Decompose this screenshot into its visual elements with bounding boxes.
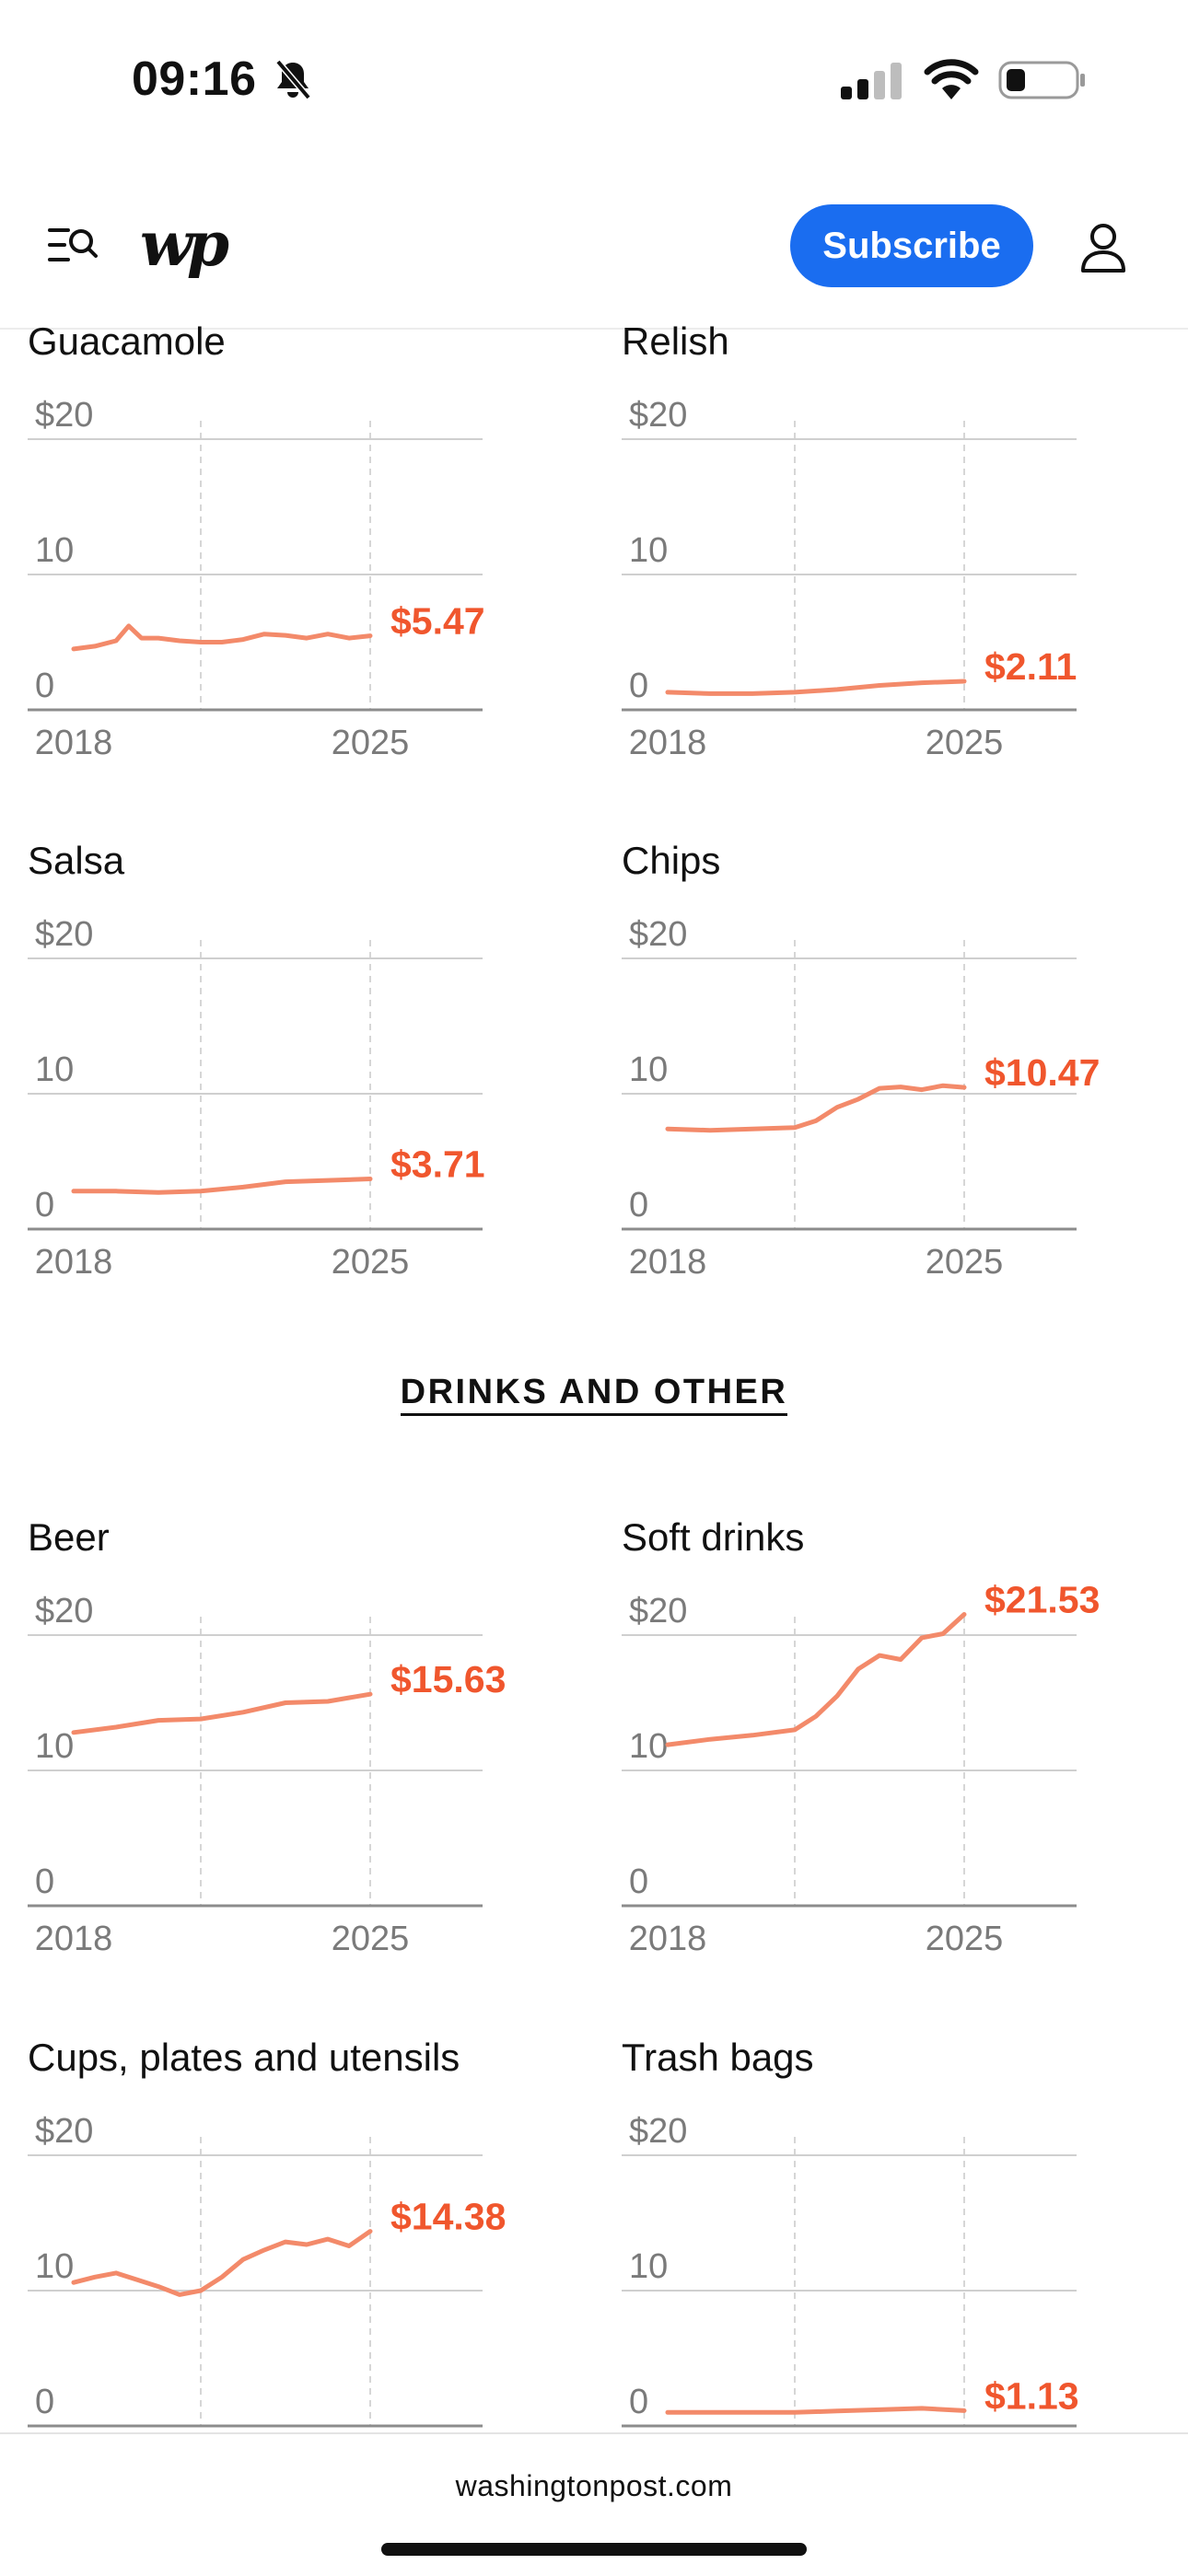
end-value-label: $2.11 <box>984 645 1077 688</box>
y-tick-label: $20 <box>629 1592 687 1630</box>
wifi-icon <box>924 59 979 99</box>
y-tick-label: 10 <box>629 2247 668 2286</box>
end-value-label: $15.63 <box>390 1658 506 1700</box>
chart-title: Cups, plates and utensils <box>28 2036 460 2079</box>
chart-title: Beer <box>28 1515 110 1559</box>
chart-relish: Relish $20 10 0 2018 2025 $2.11 <box>594 319 1183 780</box>
chart-guacamole: Guacamole $20 10 0 2018 2025 $5.47 <box>0 319 589 780</box>
y-tick-label: $20 <box>629 915 687 954</box>
price-line-cups-plates-and-utensils <box>71 2229 373 2297</box>
y-tick-label: $20 <box>629 396 687 435</box>
chart-title: Salsa <box>28 839 125 882</box>
y-tick-label: 10 <box>629 531 668 570</box>
chart-plot-guacamole: $20 10 0 2018 2025 $5.47 <box>28 396 485 762</box>
x-tick-label: 2018 <box>35 1920 113 1958</box>
y-tick-label: 10 <box>35 531 74 570</box>
chart-plot-chips: $20 10 0 2018 2025 $10.47 <box>622 915 1100 1282</box>
chart-cups-plates-utensils: Cups, plates and utensils$2010020182025$… <box>0 2036 589 2432</box>
y-tick-label: 0 <box>35 1862 54 1901</box>
chart-plot-beer: $20 10 0 2018 2025 $15.63 <box>28 1592 506 1958</box>
section-title-text: DRINKS AND OTHER <box>400 1373 788 1416</box>
chart-title: Relish <box>622 319 729 363</box>
y-tick-label: 10 <box>35 1727 74 1766</box>
end-value-label: $14.38 <box>390 2196 506 2238</box>
end-value-label: $10.47 <box>984 1051 1100 1094</box>
x-tick-label: 2025 <box>926 1243 1004 1282</box>
x-tick-label: 2025 <box>332 724 410 762</box>
chart-beer: Beer $20 10 0 2018 2025 $15.63 <box>0 1515 589 1976</box>
chart-chips: Chips $20 10 0 2018 2025 $10.47 <box>594 839 1183 1299</box>
price-line-trash-bags <box>665 2406 967 2415</box>
chart-title: Soft drinks <box>622 1515 805 1559</box>
chart-title: Guacamole <box>28 319 226 363</box>
subscribe-button[interactable]: Subscribe <box>790 204 1033 287</box>
y-tick-label: 10 <box>35 2247 74 2286</box>
y-tick-label: $20 <box>35 396 93 435</box>
chart-plot-salsa: $20 10 0 2018 2025 $3.71 <box>28 915 485 1282</box>
y-tick-label: 0 <box>629 2383 648 2421</box>
x-tick-label: 2018 <box>629 1920 707 1958</box>
battery-icon <box>998 61 1085 99</box>
chart-title: Chips <box>622 839 721 882</box>
price-line-beer <box>71 1691 373 1735</box>
y-tick-label: 10 <box>629 1727 668 1766</box>
status-time: 09:16 <box>132 52 257 106</box>
washington-post-logo[interactable]: wp <box>140 208 229 280</box>
y-tick-label: $20 <box>35 915 93 954</box>
end-value-label: $21.53 <box>984 1579 1100 1621</box>
x-tick-label: 2025 <box>332 1243 410 1282</box>
y-tick-label: $20 <box>629 2112 687 2151</box>
bell-muted-icon <box>275 59 311 100</box>
cellular-signal-icon <box>841 63 902 99</box>
browser-footer: washingtonpost.com <box>0 2432 1188 2576</box>
x-tick-label: 2025 <box>926 1920 1004 1958</box>
y-tick-label: 0 <box>35 667 54 705</box>
y-tick-label: 10 <box>629 1050 668 1089</box>
x-tick-label: 2025 <box>332 1920 410 1958</box>
status-bar: 09:16 <box>0 0 1188 157</box>
x-tick-label: 2018 <box>35 724 113 762</box>
x-tick-label: 2025 <box>926 724 1004 762</box>
section-title: DRINKS AND OTHER <box>0 1373 1188 1416</box>
price-line-salsa <box>71 1177 373 1195</box>
chart-soft-drinks: Soft drinks $20 10 0 2018 2025 $21.53 <box>594 1515 1183 1976</box>
y-tick-label: 0 <box>35 1186 54 1224</box>
price-line-guacamole <box>71 623 373 652</box>
end-value-label: $3.71 <box>390 1143 485 1185</box>
x-tick-label: 2018 <box>629 724 707 762</box>
site-header: wp Subscribe <box>0 157 1188 330</box>
price-line-soft-drinks <box>665 1612 967 1747</box>
price-line-chips <box>665 1083 967 1133</box>
y-tick-label: 10 <box>35 1050 74 1089</box>
y-tick-label: 0 <box>35 2383 54 2421</box>
chart-plot-relish: $20 10 0 2018 2025 $2.11 <box>622 396 1077 762</box>
end-value-label: $1.13 <box>984 2374 1079 2417</box>
x-tick-label: 2018 <box>35 1243 113 1282</box>
menu-search-icon[interactable] <box>48 225 98 267</box>
chart-salsa: Salsa $20 10 0 2018 2025 $3.71 <box>0 839 589 1299</box>
price-line-relish <box>665 679 967 696</box>
chart-title: Trash bags <box>622 2036 814 2079</box>
y-tick-label: 0 <box>629 667 648 705</box>
footer-url[interactable]: washingtonpost.com <box>455 2469 733 2502</box>
chart-plot-soft-drinks: $20 10 0 2018 2025 $21.53 <box>622 1579 1100 1958</box>
y-tick-label: 0 <box>629 1186 648 1224</box>
home-indicator[interactable] <box>381 2543 807 2556</box>
y-tick-label: $20 <box>35 2112 93 2151</box>
x-tick-label: 2018 <box>629 1243 707 1282</box>
y-tick-label: 0 <box>629 1862 648 1901</box>
y-tick-label: $20 <box>35 1592 93 1630</box>
account-icon[interactable] <box>1079 223 1127 273</box>
end-value-label: $5.47 <box>390 600 485 643</box>
